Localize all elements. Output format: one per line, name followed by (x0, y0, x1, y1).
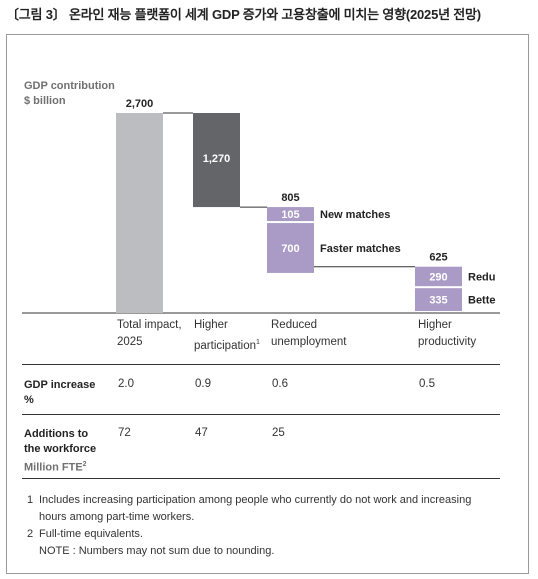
segment-value-label: 290 (429, 271, 447, 283)
gdp-increase-row-title: GDP increase % (24, 379, 96, 406)
bar-segment-productivity (415, 288, 462, 311)
figure-frame: GDP contribution $ billion 2,700 1,270 105… (6, 34, 529, 574)
workforce-value: 72 (118, 427, 131, 439)
segment-name-label: Bette (468, 295, 496, 307)
segment-value-label: 105 (281, 209, 299, 221)
bar-participation (193, 113, 240, 208)
gdp-increase-value: 0.9 (195, 378, 211, 390)
bar-segment-unemployment (267, 223, 314, 273)
bar-total (116, 113, 163, 313)
table-divider (22, 478, 500, 479)
value-label-unemployment: 805 (281, 192, 299, 204)
table-divider (22, 414, 500, 415)
value-label-productivity: 625 (429, 252, 447, 264)
gdp-increase-value: 0.5 (419, 378, 435, 390)
segment-value-label: 700 (281, 243, 299, 255)
bar-segment-unemployment (267, 207, 314, 222)
table-divider (22, 364, 500, 365)
value-label-total: 2,700 (126, 98, 154, 110)
workforce-value: 47 (195, 427, 208, 439)
category-label-participation: Higher participation1 (194, 319, 260, 352)
bar-segment-productivity (415, 266, 462, 287)
segment-value-label: 335 (429, 295, 447, 307)
category-label-total: Total impact, 2025 (117, 319, 182, 348)
figure-title: 〔그림 3〕 온라인 재능 플랫폼이 세계 GDP 증가와 고용창출에 미치는 … (6, 7, 481, 22)
category-label-productivity: Higher productivity (418, 319, 477, 348)
gdp-increase-value: 0.6 (272, 378, 288, 390)
y-axis-unit: $ billion (24, 95, 66, 107)
category-label-unemployment: Reduced unemployment (271, 319, 347, 348)
segment-name-label: Redu (468, 271, 496, 283)
gdp-increase-value: 2.0 (118, 378, 134, 390)
segment-name-label: New matches (320, 209, 390, 221)
segment-name-label: Faster matches (320, 243, 401, 255)
value-label-participation: 1,270 (203, 153, 231, 165)
workforce-row-title: Additions to the workforce Million FTE2 (24, 428, 97, 474)
waterfall-chart: 2,700 1,270 105 New matches 700 Faster matche… (22, 98, 500, 314)
workforce-value: 25 (272, 427, 285, 439)
y-axis-label: GDP contribution (24, 80, 115, 92)
